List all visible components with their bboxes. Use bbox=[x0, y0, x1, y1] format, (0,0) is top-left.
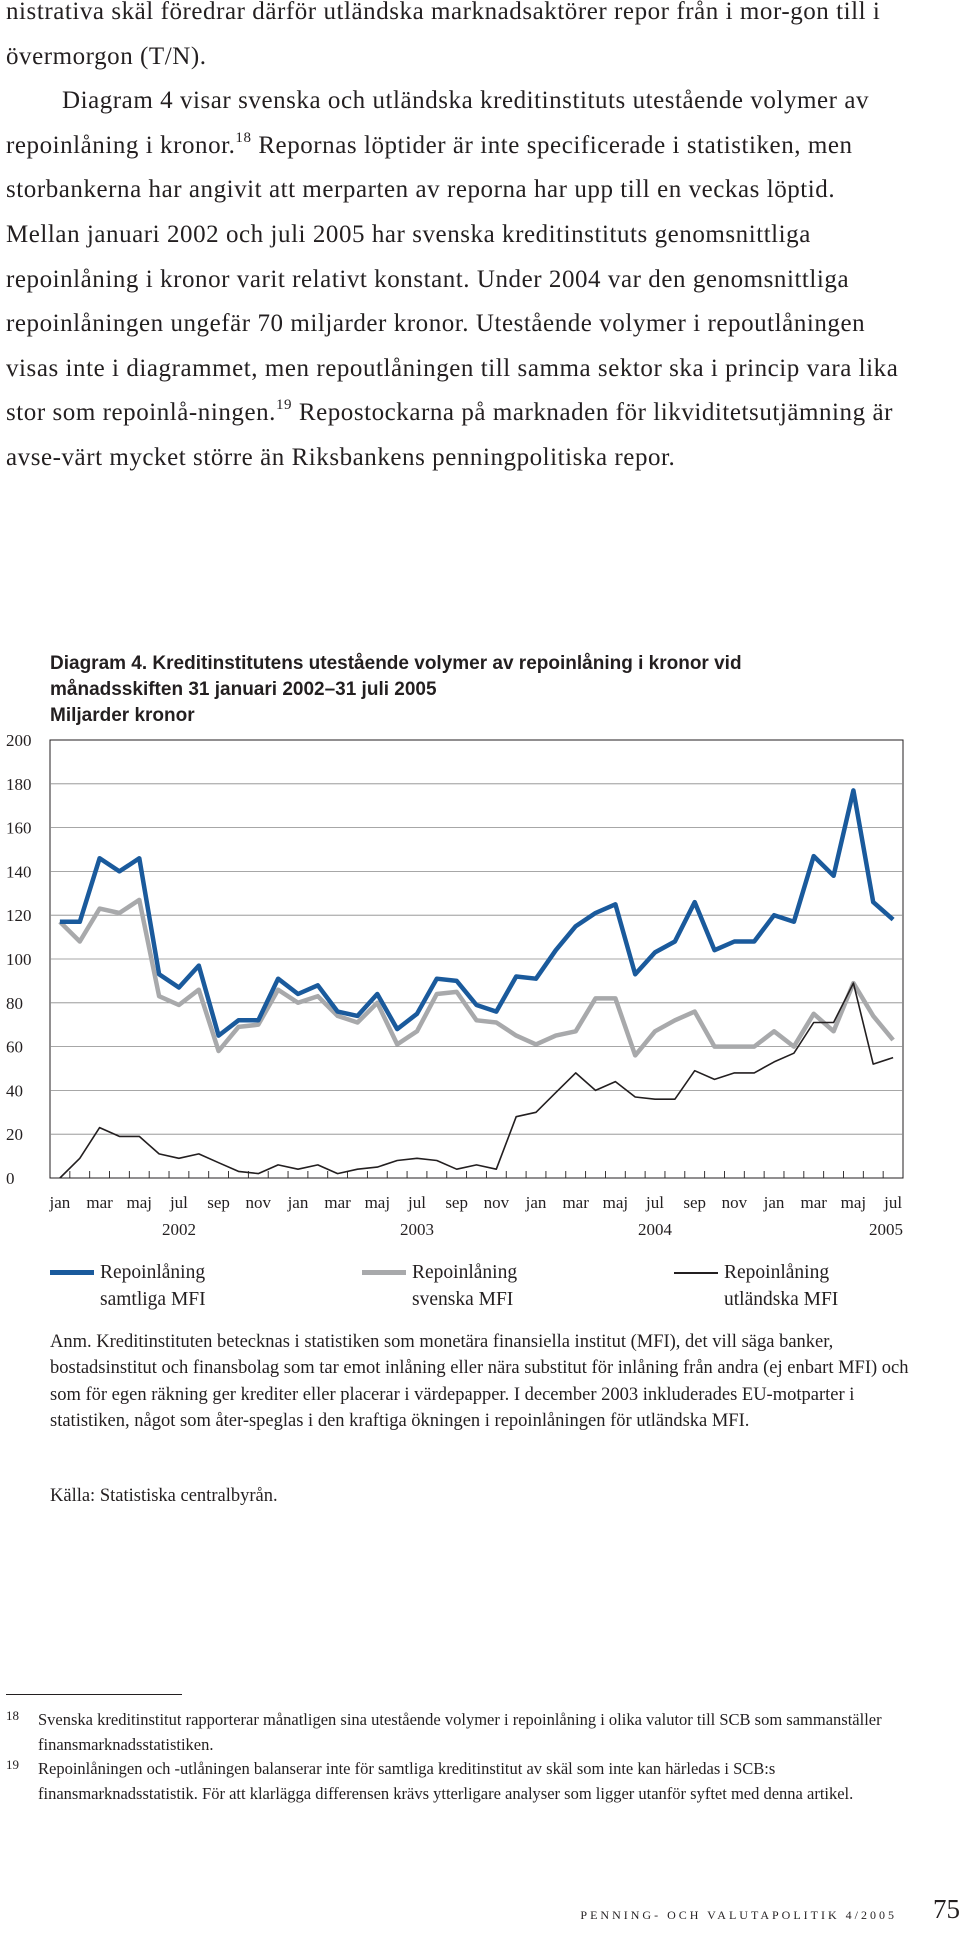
chart-note: Anm. Kreditinstituten betecknas i statis… bbox=[50, 1332, 909, 1431]
x-tick-label: sep bbox=[445, 1193, 468, 1212]
legend-label-line-1: Repoinlåning bbox=[100, 1262, 206, 1283]
x-tick-label: mar bbox=[801, 1193, 828, 1212]
x-year-label: 2003 bbox=[400, 1220, 434, 1239]
y-tick-label: 200 bbox=[6, 731, 32, 750]
x-tick-label: jul bbox=[169, 1193, 188, 1212]
body-text: nistrativa skäl föredrar därför utländsk… bbox=[6, 0, 906, 481]
y-tick-label: 20 bbox=[6, 1125, 23, 1144]
paragraph-1: nistrativa skäl föredrar därför utländsk… bbox=[6, 0, 881, 70]
x-tick-label: jul bbox=[407, 1193, 426, 1212]
x-tick-label: sep bbox=[207, 1193, 230, 1212]
footnote-number: 18 bbox=[6, 1708, 19, 1723]
legend-label-line-1: Repoinlåning bbox=[724, 1262, 830, 1283]
x-tick-label: nov bbox=[484, 1193, 510, 1212]
chart-unit-label: Miljarder kronor bbox=[50, 705, 195, 726]
legend-swatch-utlandska bbox=[674, 1272, 718, 1274]
chart-source: Källa: Statistiska centralbyrån. bbox=[50, 1486, 278, 1506]
x-tick-label: jan bbox=[763, 1193, 785, 1212]
y-tick-label: 120 bbox=[6, 906, 32, 925]
x-tick-label: jul bbox=[645, 1193, 664, 1212]
x-tick-label: maj bbox=[603, 1193, 629, 1212]
running-footer: PENNING- OCH VALUTAPOLITIK 4/2005 bbox=[580, 1908, 897, 1922]
x-tick-label: mar bbox=[562, 1193, 589, 1212]
x-tick-label: maj bbox=[127, 1193, 153, 1212]
paragraph-2: Diagram 4 visar svenska och utländska kr… bbox=[6, 79, 906, 480]
y-tick-label: 180 bbox=[6, 775, 32, 794]
chart-title-line-1: Diagram 4. Kreditinstitutens utestående … bbox=[50, 653, 742, 674]
paragraph-2-part-c: Repostockarna på marknaden för likvidite… bbox=[6, 399, 893, 471]
legend-swatch-svenska bbox=[362, 1270, 406, 1275]
paragraph-2-part-b: Repornas löptider är inte specificerade … bbox=[6, 131, 899, 427]
x-tick-label: mar bbox=[86, 1193, 113, 1212]
chart-title: Diagram 4. Kreditinstitutens utestående … bbox=[50, 651, 870, 729]
legend-label-line-2: samtliga MFI bbox=[100, 1289, 206, 1310]
series-line-samtliga bbox=[59, 788, 895, 1038]
x-tick-label: nov bbox=[722, 1193, 748, 1212]
page-number: 75 bbox=[933, 1894, 960, 1924]
x-tick-label: jan bbox=[287, 1193, 309, 1212]
y-tick-label: 60 bbox=[6, 1038, 23, 1057]
x-year-label: 2005 bbox=[869, 1220, 903, 1239]
footnote-text: Repoinlåningen och -utlåningen balansera… bbox=[38, 1759, 854, 1803]
x-year-label: 2002 bbox=[162, 1220, 196, 1239]
x-tick-label: sep bbox=[683, 1193, 706, 1212]
y-tick-label: 140 bbox=[6, 862, 32, 881]
y-tick-label: 160 bbox=[6, 819, 32, 838]
y-tick-label: 100 bbox=[6, 950, 32, 969]
legend-label-line-2: svenska MFI bbox=[412, 1289, 514, 1310]
x-tick-label: jan bbox=[49, 1193, 71, 1212]
legend-label-line-2: utländska MFI bbox=[724, 1289, 839, 1310]
x-tick-label: maj bbox=[841, 1193, 867, 1212]
y-tick-label: 80 bbox=[6, 994, 23, 1013]
y-tick-label: 0 bbox=[6, 1169, 15, 1188]
x-tick-label: mar bbox=[324, 1193, 351, 1212]
footnote-number: 19 bbox=[6, 1757, 19, 1772]
y-tick-label: 40 bbox=[6, 1081, 23, 1100]
x-tick-label: nov bbox=[246, 1193, 272, 1212]
x-tick-label: maj bbox=[365, 1193, 391, 1212]
footnote-ref-18[interactable]: 18 bbox=[235, 129, 252, 146]
footnote-text: Svenska kreditinstitut rapporterar månat… bbox=[38, 1710, 882, 1754]
x-tick-label: jul bbox=[883, 1193, 902, 1212]
x-year-label: 2004 bbox=[638, 1220, 673, 1239]
legend-label-line-1: Repoinlåning bbox=[412, 1262, 518, 1283]
chart-title-line-2: månadsskiften 31 januari 2002–31 juli 20… bbox=[50, 679, 437, 700]
footnote-ref-19[interactable]: 19 bbox=[275, 397, 293, 414]
series-line-utlandska bbox=[59, 982, 894, 1179]
paragraph-2-part-a: Diagram 4 visar svenska och utländska kr… bbox=[6, 87, 870, 159]
footnote-divider bbox=[6, 1694, 182, 1695]
series-line-svenska bbox=[58, 897, 895, 1058]
legend-swatch-samtliga bbox=[50, 1270, 94, 1275]
x-tick-label: jan bbox=[525, 1193, 547, 1212]
